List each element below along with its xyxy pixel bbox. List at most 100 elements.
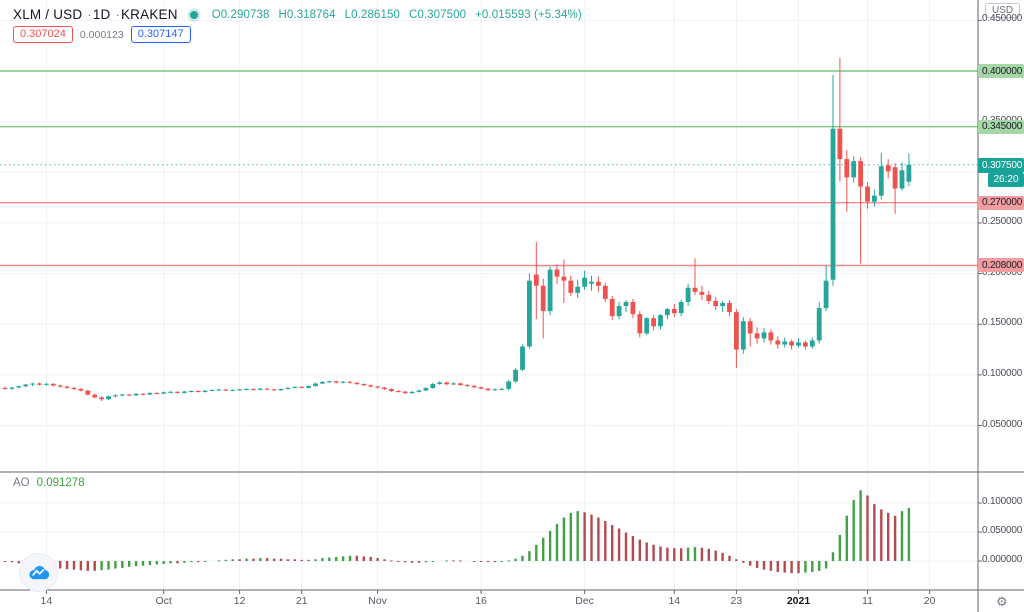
time-tick-label: 21 [295, 595, 308, 607]
candle [678, 301, 684, 314]
candle [630, 301, 636, 315]
ao-bar [659, 546, 662, 561]
ao-bar [673, 548, 676, 561]
ao-bar [431, 561, 434, 562]
candle [306, 386, 311, 388]
ao-bar [314, 559, 317, 561]
ao-bar [417, 561, 421, 563]
ao-bar [562, 517, 566, 561]
candle [596, 281, 601, 286]
candle [637, 314, 643, 334]
symbol-name: XLM / USD [13, 7, 83, 22]
candle [16, 386, 22, 388]
candle [796, 342, 801, 346]
tradingview-logo-icon[interactable] [19, 553, 58, 592]
candle [527, 280, 532, 347]
ao-bar [224, 559, 227, 561]
candle [140, 393, 146, 395]
candle [23, 384, 29, 387]
candle [44, 383, 49, 385]
ao-bar [486, 561, 490, 563]
candle [71, 387, 77, 390]
ao-bar [686, 547, 690, 561]
ao-bar [300, 559, 303, 561]
ao-bar [252, 558, 255, 561]
ao-bar [873, 504, 876, 561]
candle [823, 280, 829, 309]
ao-bar [59, 561, 62, 569]
candle [57, 385, 63, 387]
ao-bar [755, 561, 759, 568]
time-tick-label: 14 [668, 595, 681, 607]
ask-button[interactable]: 0.307147 [130, 26, 191, 43]
candle [720, 302, 725, 307]
ao-bar [611, 525, 614, 561]
ao-bar [272, 558, 276, 561]
ao-bar [279, 558, 283, 561]
ao-bar [72, 561, 76, 570]
ao-bar [783, 561, 786, 573]
level-price-label: 0.345000 [978, 119, 1024, 134]
candle [513, 369, 518, 382]
candle [430, 384, 436, 389]
candle [257, 388, 263, 390]
ao-bar [217, 560, 221, 562]
candle [830, 128, 836, 280]
candle [133, 393, 139, 396]
candle [416, 390, 422, 392]
symbol-title[interactable]: XLM / USD ·1D ·KRAKEN [13, 7, 178, 22]
candle [106, 396, 111, 400]
indicator-legend[interactable]: AO 0.091278 [13, 477, 85, 489]
price-axis[interactable]: USD 0.4500000.3500000.2500000.2000000.15… [978, 0, 1024, 590]
level-price-label: 0.270000 [978, 195, 1024, 210]
low-value: L0.286150 [344, 8, 400, 21]
candle [292, 386, 298, 388]
candle [582, 277, 587, 287]
candle [671, 309, 677, 314]
ao-bar [528, 551, 531, 561]
candle [37, 383, 42, 385]
ao-bar [583, 512, 586, 561]
ao-bar [631, 536, 635, 561]
candle [782, 341, 788, 345]
candle [9, 387, 15, 389]
ao-bar [907, 508, 911, 561]
ao-bar [887, 512, 890, 561]
ao-tick-label: 0.100000 [982, 496, 1023, 507]
ao-bar [735, 559, 738, 561]
candle [609, 298, 615, 317]
currency-toggle-button[interactable]: USD [985, 3, 1021, 18]
candle [126, 394, 132, 396]
ao-bar [383, 559, 386, 561]
ao-bar [362, 556, 365, 561]
ao-bar [521, 555, 524, 561]
ao-bar [10, 561, 14, 563]
time-axis[interactable]: 14 Oct 12 21 Nov 16 Dec 14 23 2021 11 20 [0, 590, 1024, 612]
ao-bar [700, 547, 704, 561]
ao-bar [652, 544, 655, 561]
bid-button[interactable]: 0.307024 [13, 26, 73, 43]
ao-bar [590, 514, 593, 561]
candle [809, 340, 815, 347]
ao-bar [776, 561, 779, 573]
ao-bar [866, 495, 869, 561]
symbol-legend[interactable]: XLM / USD ·1D ·KRAKEN O0.290738 H0.31876… [13, 7, 582, 22]
candle [554, 269, 560, 277]
candle [188, 391, 194, 393]
bid-ask-row: 0.307024 0.000123 0.307147 [13, 26, 191, 43]
ao-bar [445, 560, 448, 562]
ao-bar [845, 515, 848, 561]
ao-bar [376, 558, 379, 561]
change-value: +0.015593 (+5.34%) [475, 8, 582, 21]
bar-countdown-label: 26:20 [988, 172, 1024, 187]
candle [251, 388, 256, 390]
candle [561, 276, 567, 281]
ao-bar [86, 561, 89, 571]
candle [872, 195, 877, 202]
candle [768, 332, 774, 341]
axis-settings-gear-icon[interactable]: ⚙ [996, 594, 1008, 609]
last-price-label: 0.307500 [978, 157, 1024, 173]
time-tick-label: 11 [862, 595, 873, 607]
candle [520, 346, 525, 370]
